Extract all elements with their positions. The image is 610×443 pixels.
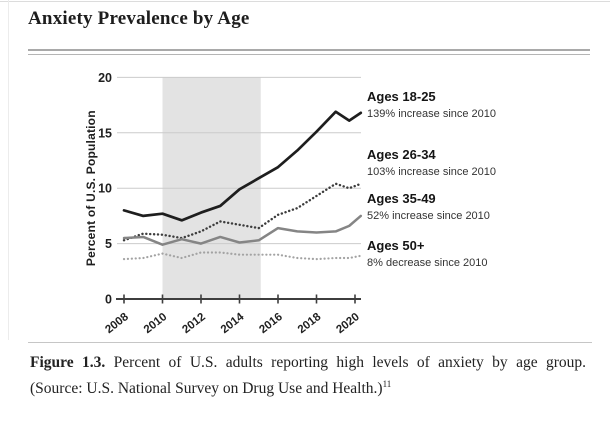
caption-text: Percent of U.S. adults reporting high le… (113, 354, 586, 371)
legend-entry-ages-26-34: Ages 26-34 103% increase since 2010 (367, 147, 496, 178)
x-tick-label: 2008 (103, 311, 131, 337)
caption-footnote-marker: 11 (382, 378, 392, 389)
legend-entry-ages-18-25: Ages 18-25 139% increase since 2010 (367, 89, 496, 120)
page-top-edge (0, 1, 610, 2)
legend-entry-ages-50-plus: Ages 50+ 8% decrease since 2010 (367, 238, 487, 269)
y-tick-label: 5 (105, 237, 112, 251)
caption-source: (Source: U.S. National Survey on Drug Us… (30, 380, 383, 397)
legend-entry-ages-35-49: Ages 35-49 52% increase since 2010 (367, 191, 490, 222)
series-line-ages-18-25 (122, 110, 363, 222)
legend-annotation: 52% increase since 2010 (367, 210, 490, 222)
x-tick-label: 2020 (334, 311, 362, 336)
title-divider (28, 49, 590, 55)
series-line-ages-35-49 (122, 214, 363, 246)
page-left-edge (8, 0, 9, 340)
x-tick-label: 2014 (219, 311, 247, 337)
x-tick-label: 2016 (257, 311, 285, 336)
y-axis-title: Percent of U.S. Population (84, 110, 98, 266)
legend-annotation: 8% decrease since 2010 (367, 257, 488, 269)
series-line-ages-50- (122, 251, 362, 261)
page-title: Anxiety Prevalence by Age (28, 8, 250, 29)
legend-label: Ages 18-25 (367, 89, 436, 104)
y-tick-label: 0 (105, 293, 112, 307)
caption-line-2: (Source: U.S. National Survey on Drug Us… (30, 376, 586, 402)
legend-label: Ages 26-34 (367, 147, 436, 162)
x-tick-label: 2018 (296, 311, 324, 337)
y-tick-label: 20 (98, 71, 112, 85)
legend-annotation: 103% increase since 2010 (367, 166, 497, 178)
x-tick-label: 2010 (142, 311, 170, 336)
legend-label: Ages 50+ (367, 238, 425, 253)
legend-annotation: 139% increase since 2010 (367, 108, 497, 120)
caption-line-1: Figure 1.3. Percent of U.S. adults repor… (30, 350, 586, 376)
y-tick-label: 10 (98, 182, 112, 196)
caption-divider (28, 342, 592, 343)
caption-figure-label: Figure 1.3. (30, 354, 106, 371)
x-tick-label: 2012 (180, 311, 208, 336)
figure-caption: Figure 1.3. Percent of U.S. adults repor… (30, 350, 586, 402)
series-line-ages-26-34 (122, 182, 362, 242)
y-tick-label: 15 (98, 126, 112, 140)
legend-label: Ages 35-49 (367, 191, 436, 206)
